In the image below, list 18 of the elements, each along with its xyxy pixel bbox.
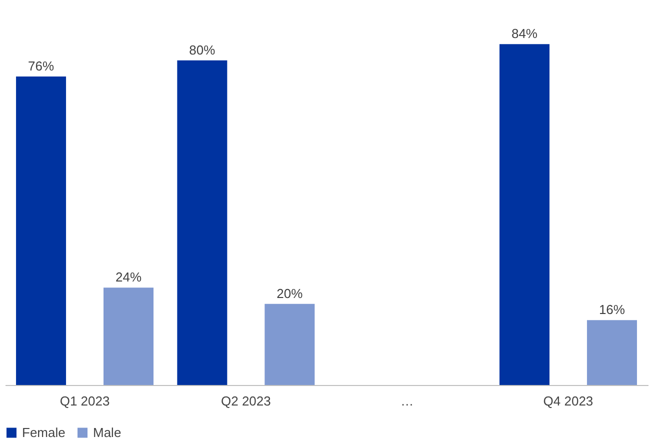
bar bbox=[586, 320, 637, 385]
data-label: 16% bbox=[598, 302, 626, 318]
bar bbox=[104, 288, 154, 385]
x-tick-label: Q1 2023 bbox=[60, 394, 110, 408]
x-tick-label: Q2 2023 bbox=[220, 394, 271, 408]
data-label: 76% bbox=[28, 58, 54, 74]
data-label: 84% bbox=[511, 26, 538, 42]
bar bbox=[177, 60, 228, 385]
bar bbox=[16, 76, 66, 385]
data-label: 80% bbox=[189, 42, 216, 58]
x-tick-label: … bbox=[400, 394, 414, 408]
legend-label: Female bbox=[22, 424, 66, 440]
data-label: 20% bbox=[276, 286, 304, 301]
data-label: 24% bbox=[115, 270, 142, 285]
bar bbox=[499, 44, 550, 385]
legend-label: Male bbox=[93, 424, 122, 440]
bar bbox=[264, 304, 315, 385]
x-tick-label: Q4 2023 bbox=[543, 394, 594, 408]
